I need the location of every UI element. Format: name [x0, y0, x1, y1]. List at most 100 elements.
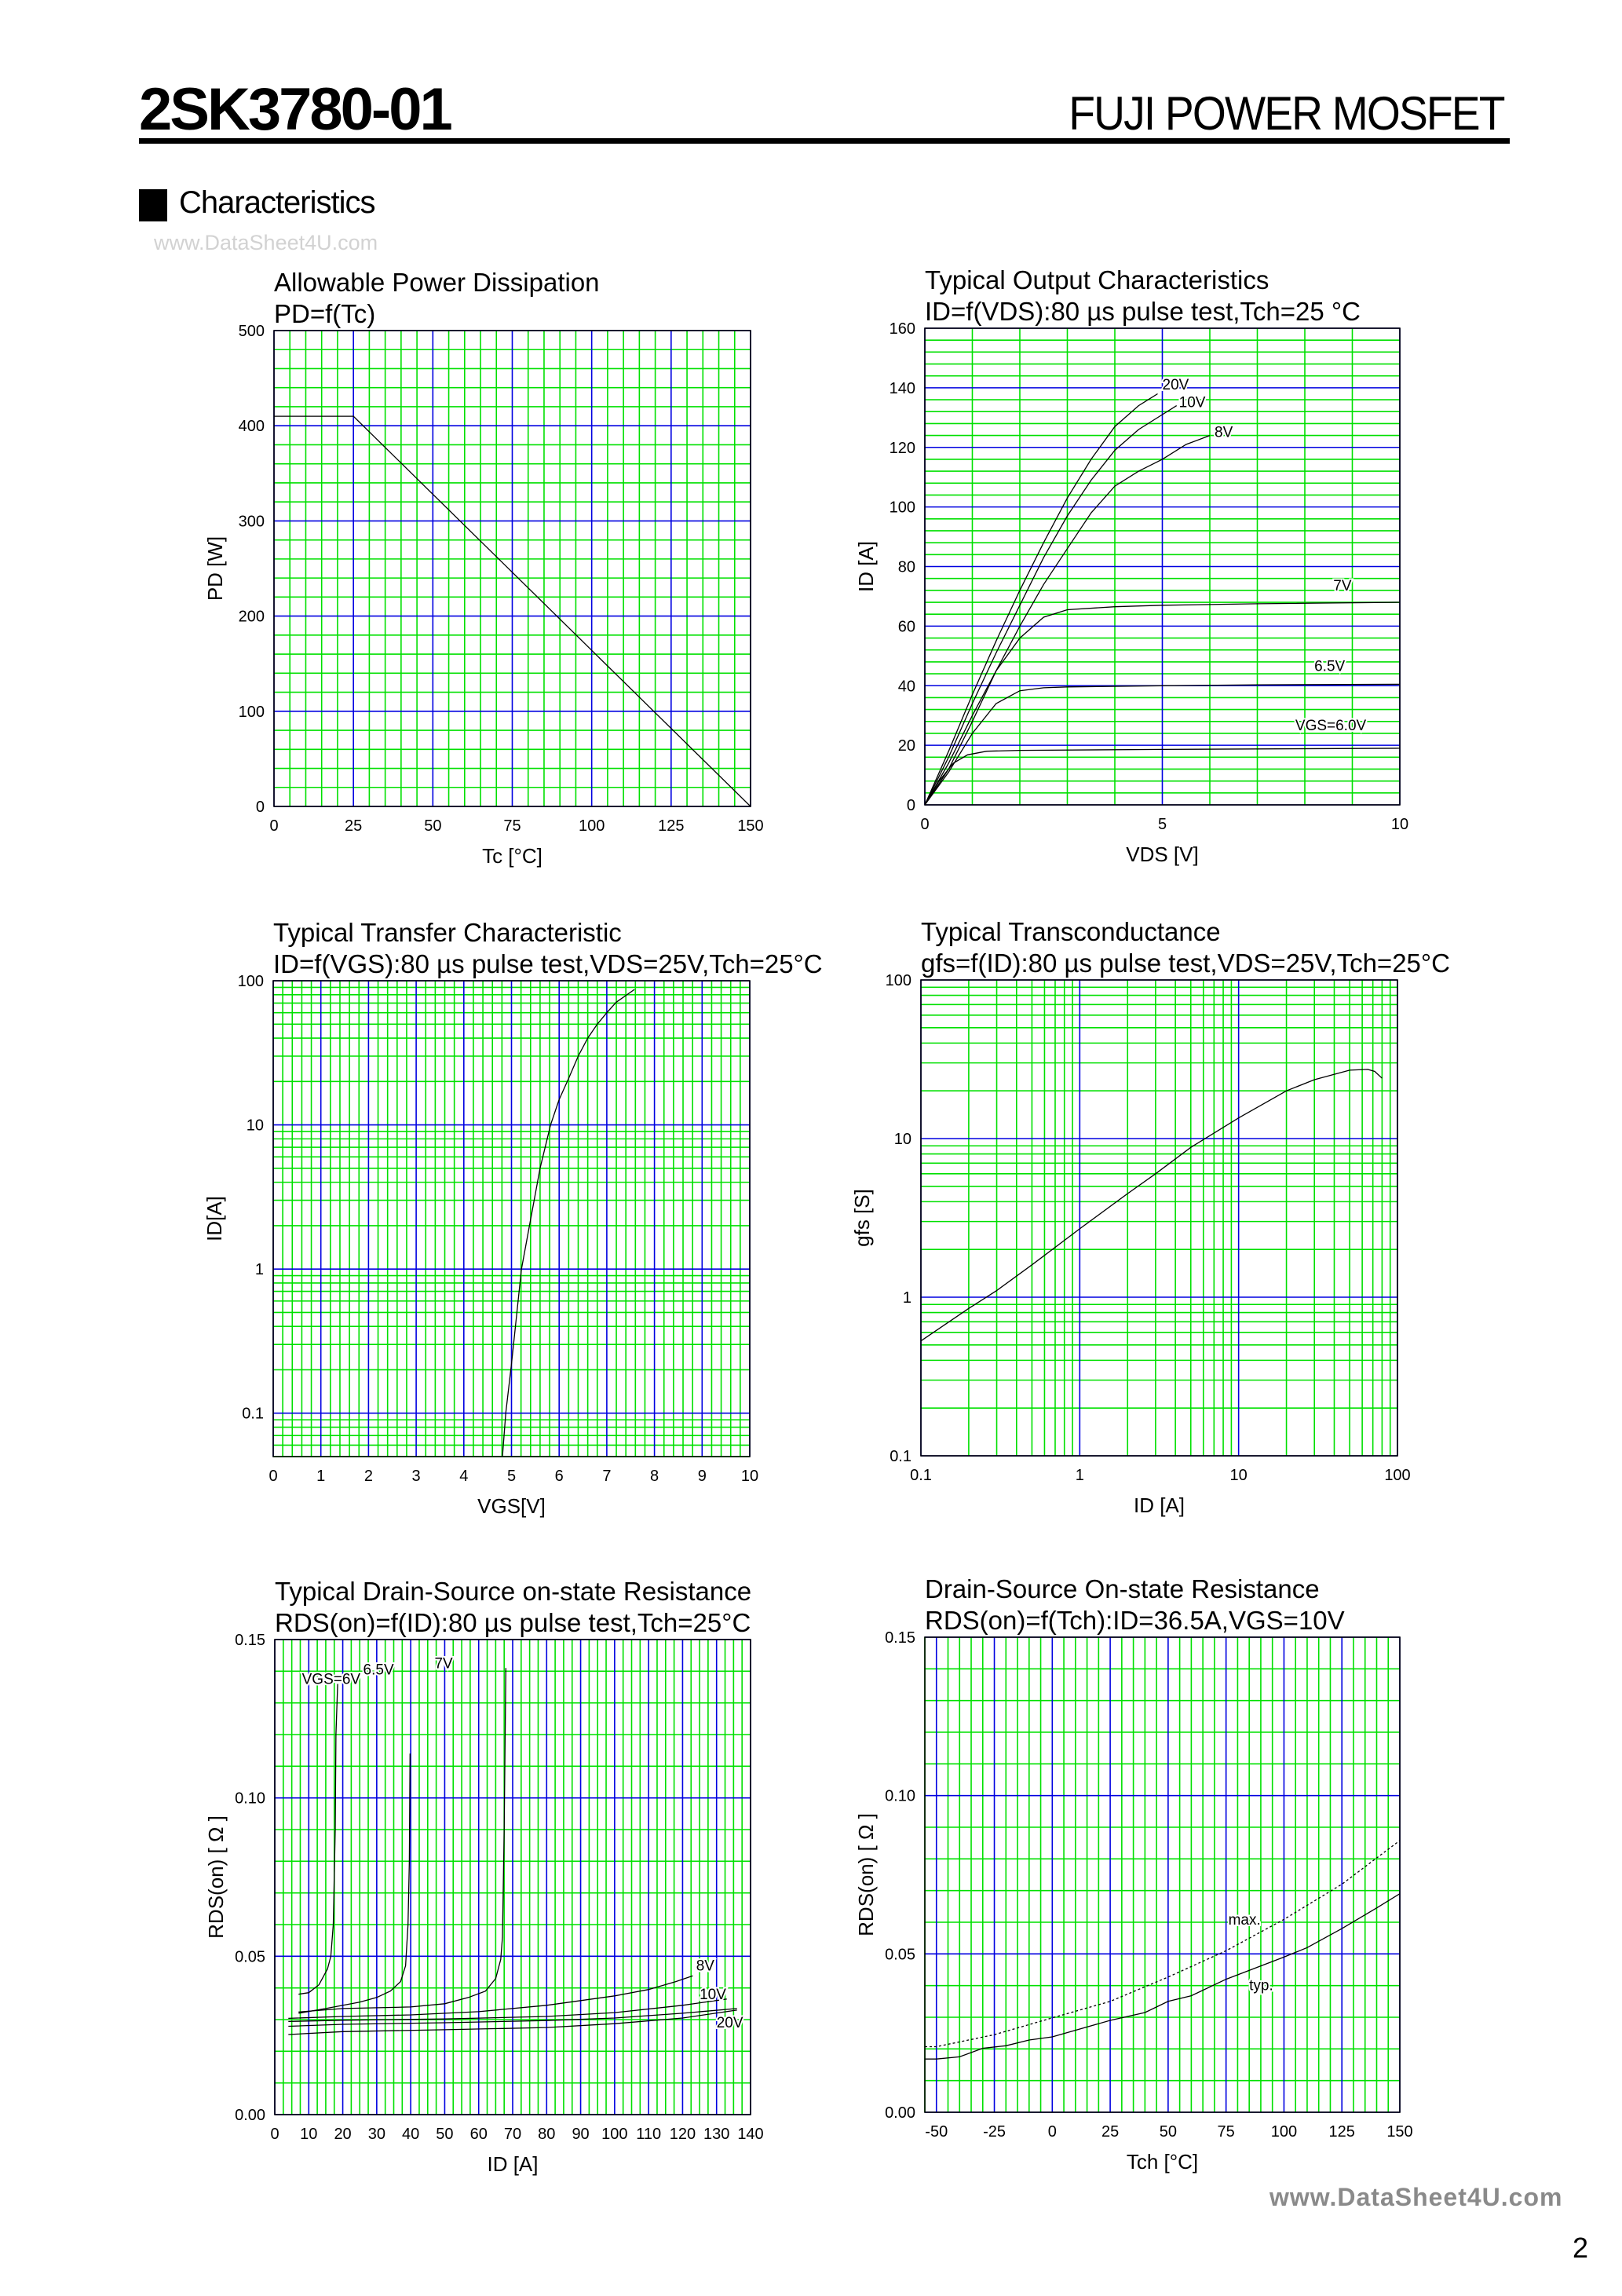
y-tick-label: 140	[890, 380, 915, 397]
y-axis-label: gfs [S]	[850, 1189, 874, 1247]
x-tick-label: 60	[470, 2126, 488, 2143]
transconductance-chart: Typical Transconductance gfs=f(ID):80 µs …	[850, 917, 1450, 1517]
x-tick-label: 25	[1101, 2123, 1119, 2141]
y-tick-label: 100	[239, 704, 265, 721]
y-tick-label: 120	[890, 440, 915, 457]
grid-major	[925, 1636, 1401, 2113]
y-tick-label: 80	[898, 559, 915, 576]
series-line	[502, 989, 635, 1457]
x-tick-label: 70	[504, 2126, 521, 2143]
series-label: 10V	[1179, 395, 1206, 411]
x-axis-label: Tch [°C]	[1127, 2150, 1198, 2174]
plot-frame	[272, 980, 751, 1457]
series-line-vgs6.0v	[924, 748, 1401, 806]
y-tick-label: 0.05	[235, 1948, 265, 1965]
x-tick-label: 10	[1230, 1467, 1248, 1484]
y-tick-label: 0.10	[235, 1790, 265, 1808]
y-tick-label: 0.10	[885, 1788, 915, 1805]
y-tick-label: 0.00	[235, 2107, 265, 2124]
grid-major	[273, 330, 751, 807]
page-number: 2	[1573, 2232, 1589, 2264]
y-tick-label: 0.00	[885, 2104, 915, 2122]
y-tick-label: 0	[907, 797, 915, 814]
chart-title: Typical Output Characteristics	[925, 265, 1269, 294]
x-tick-label: 8	[650, 1468, 659, 1485]
y-axis-label: RDS(on) [ Ω ]	[854, 1813, 878, 1936]
x-tick-label: 1	[1076, 1467, 1084, 1484]
series-line-vgs6v	[298, 1684, 338, 1995]
plot-frame	[273, 330, 751, 807]
chart-title: Allowable Power Dissipation	[274, 268, 600, 297]
series-line	[288, 2008, 737, 2027]
y-tick-label: 0	[256, 799, 265, 816]
watermark-bottom: www.DataSheet4U.com	[1269, 2183, 1563, 2211]
x-tick-label: 0	[920, 816, 929, 833]
part-number-title: 2SK3780-01	[139, 76, 453, 143]
series-label: VGS=6.0V	[1295, 718, 1367, 734]
chart-subtitle: RDS(on)=f(ID):80 µs pulse test,Tch=25°C	[275, 1608, 751, 1637]
x-tick-label: 150	[737, 817, 763, 835]
x-tick-label: -50	[925, 2123, 948, 2141]
x-tick-label: 100	[1271, 2123, 1297, 2141]
y-tick-label: 60	[898, 618, 915, 635]
series-line-10v	[288, 1998, 727, 2023]
series-label: 6.5V	[363, 1662, 394, 1678]
y-tick-label: 0.15	[885, 1629, 915, 1647]
transfer-characteristic-chart: Typical Transfer CharacteristicID=f(VGS)…	[203, 918, 823, 1518]
plot-frame	[920, 979, 1398, 1457]
x-tick-label: 140	[737, 2126, 763, 2143]
x-tick-label: 6	[555, 1468, 564, 1485]
y-tick-label: 1	[903, 1289, 911, 1307]
x-tick-label: 7	[602, 1468, 611, 1485]
x-tick-label: 0	[1048, 2123, 1057, 2141]
series-label: max.	[1229, 1912, 1261, 1929]
y-tick-label: 160	[890, 320, 915, 338]
chart-title: Typical Transfer Characteristic	[273, 918, 622, 947]
x-tick-label: 10	[300, 2126, 317, 2143]
series-label: typ.	[1249, 1978, 1273, 1994]
x-tick-label: 0	[269, 817, 278, 835]
x-axis-label: ID [A]	[1134, 1493, 1185, 1517]
y-tick-label: 100	[886, 972, 911, 989]
y-tick-label: 100	[890, 499, 915, 517]
y-axis-label: ID[A]	[203, 1196, 226, 1241]
chart-title: Drain-Source On-state Resistance	[925, 1574, 1320, 1603]
x-tick-label: 0	[270, 2126, 279, 2143]
section-title: Characteristics	[179, 185, 376, 220]
chart-title: Typical Transconductance	[921, 917, 1221, 946]
x-tick-label: 50	[424, 817, 441, 835]
grid-major	[272, 980, 751, 1457]
x-tick-label: 5	[1158, 816, 1167, 833]
series-label: 6.5V	[1314, 658, 1345, 675]
y-tick-label: 40	[898, 678, 915, 695]
y-tick-label: 1	[255, 1261, 264, 1278]
y-axis-label: RDS(on) [ Ω ]	[204, 1815, 228, 1939]
x-tick-label: 100	[1384, 1467, 1410, 1484]
x-tick-label: 4	[459, 1468, 468, 1485]
x-axis-label: VDS [V]	[1126, 843, 1198, 866]
x-tick-label: -25	[983, 2123, 1006, 2141]
x-tick-label: 110	[636, 2126, 661, 2143]
plot-frame	[274, 1639, 751, 2115]
grid-minor	[273, 981, 750, 1457]
series-line-8v	[924, 434, 1211, 806]
header-rule	[139, 138, 1510, 144]
rds-on-vs-id-chart: Typical Drain-Source on-state Resistance…	[204, 1577, 764, 2176]
brand-label: FUJI POWER MOSFET	[1069, 87, 1506, 140]
y-tick-label: 0.15	[235, 1632, 265, 1649]
plot-frame	[924, 1636, 1401, 2113]
chart-subtitle: RDS(on)=f(Tch):ID=36.5A,VGS=10V	[925, 1606, 1345, 1635]
series-label: 7V	[1333, 578, 1352, 594]
series-label: 20V	[717, 2015, 743, 2031]
series-line-20v	[924, 393, 1158, 806]
x-tick-label: 75	[1218, 2123, 1235, 2141]
y-tick-label: 20	[898, 737, 915, 755]
grid-minor	[924, 1637, 1400, 2112]
grid-major	[274, 1639, 751, 2115]
y-tick-label: 0.05	[885, 1946, 915, 1963]
x-tick-label: 80	[538, 2126, 555, 2143]
series-line-7v	[298, 1668, 506, 2013]
x-tick-label: 2	[364, 1468, 373, 1485]
y-tick-label: 10	[247, 1117, 264, 1135]
y-axis-label: ID [A]	[854, 541, 878, 592]
